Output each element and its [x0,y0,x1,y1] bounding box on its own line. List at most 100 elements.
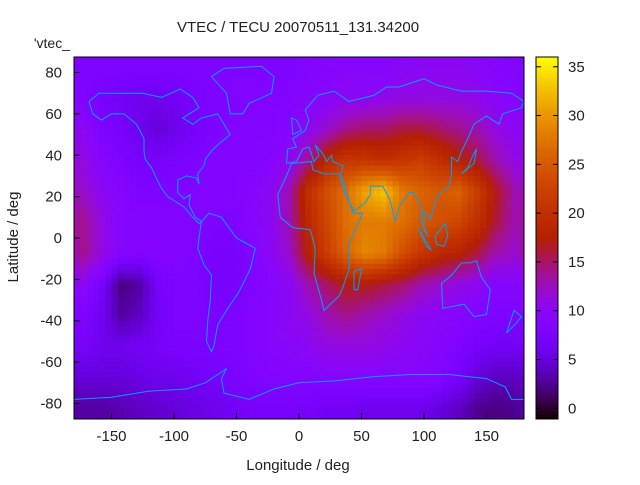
heatmap-cell [74,57,81,63]
heatmap-cell [242,310,250,317]
heatmap-cell [86,82,94,89]
heatmap-cell [317,165,325,172]
heatmap-cell [280,150,287,156]
heatmap-cell [249,331,256,337]
heatmap-cell [205,155,212,161]
heatmap-cell [336,362,344,368]
heatmap-cell [411,320,419,327]
heatmap-cell [436,253,444,260]
heatmap-cell [117,294,125,301]
heatmap-cell [355,77,362,84]
heatmap-cell [324,243,331,249]
heatmap-cell [280,408,287,415]
heatmap-cell [142,398,150,404]
heatmap-cell [199,310,206,317]
heatmap-cell [86,398,94,404]
heatmap-cell [424,403,431,410]
heatmap-cell [361,325,369,332]
heatmap-cell [305,274,312,280]
heatmap-cell [242,238,250,244]
heatmap-cell [161,258,169,265]
heatmap-cell [111,398,119,404]
heatmap-cell [274,217,281,223]
heatmap-cell [174,165,181,172]
heatmap-cell [161,315,169,322]
heatmap-cell [99,310,106,317]
heatmap-cell [267,227,275,234]
heatmap-cell [305,144,312,151]
heatmap-cell [111,258,119,265]
heatmap-cell [367,377,375,384]
heatmap-cell [461,181,469,187]
heatmap-cell [236,351,244,358]
heatmap-cell [161,403,169,410]
heatmap-cell [417,263,425,270]
heatmap-cell [205,294,212,301]
heatmap-cell [305,362,312,368]
heatmap-cell [99,139,106,146]
heatmap-cell [424,103,431,110]
heatmap-cell [161,129,169,136]
heatmap-cell [455,300,462,306]
heatmap-cell [299,72,306,79]
heatmap-cell [111,222,119,229]
heatmap-cell [105,144,112,151]
heatmap-cell [417,294,425,301]
heatmap-cell [311,377,319,384]
heatmap-cell [99,398,106,404]
heatmap-cell [249,62,256,68]
heatmap-cell [99,129,106,136]
heatmap-cell [499,346,506,353]
heatmap-cell [499,325,506,332]
heatmap-cell [230,139,237,146]
heatmap-cell [517,325,525,332]
heatmap-cell [230,310,237,317]
heatmap-cell [417,62,425,68]
heatmap-cell [330,144,337,151]
heatmap-cell [230,227,237,234]
heatmap-cell [180,98,187,105]
heatmap-cell [499,201,506,208]
heatmap-cell [111,88,119,94]
heatmap-cell [236,284,244,291]
heatmap-cell [111,377,119,384]
heatmap-cell [261,160,269,167]
heatmap-cell [317,341,325,348]
heatmap-cell [242,129,250,136]
heatmap-cell [436,300,444,306]
heatmap-cell [211,57,219,63]
heatmap-cell [480,155,487,161]
heatmap-cell [280,175,287,182]
heatmap-cell [380,300,387,306]
heatmap-cell [224,331,231,337]
heatmap-cell [474,227,481,234]
heatmap-cell [367,367,375,373]
heatmap-cell [361,181,369,187]
heatmap-cell [217,108,225,115]
heatmap-cell [111,387,119,394]
heatmap-cell [249,217,256,223]
heatmap-cell [505,305,512,311]
heatmap-cell [361,201,369,208]
heatmap-cell [224,243,231,249]
heatmap-cell [405,206,412,213]
heatmap-cell [442,232,450,239]
heatmap-cell [442,310,450,317]
heatmap-cell [242,160,250,167]
heatmap-cell [224,408,231,415]
heatmap-cell [149,206,156,213]
heatmap-cell [274,93,281,99]
heatmap-cell [180,67,187,74]
heatmap-cell [342,331,350,337]
heatmap-cell [386,67,394,74]
heatmap-cell [74,93,81,99]
heatmap-cell [449,113,456,120]
heatmap-cell [205,289,212,296]
heatmap-cell [449,362,456,368]
heatmap-cell [174,222,181,229]
heatmap-cell [155,294,162,301]
heatmap-cell [324,310,331,317]
heatmap-cell [224,206,231,213]
heatmap-cell [230,119,237,125]
heatmap-cell [455,289,462,296]
